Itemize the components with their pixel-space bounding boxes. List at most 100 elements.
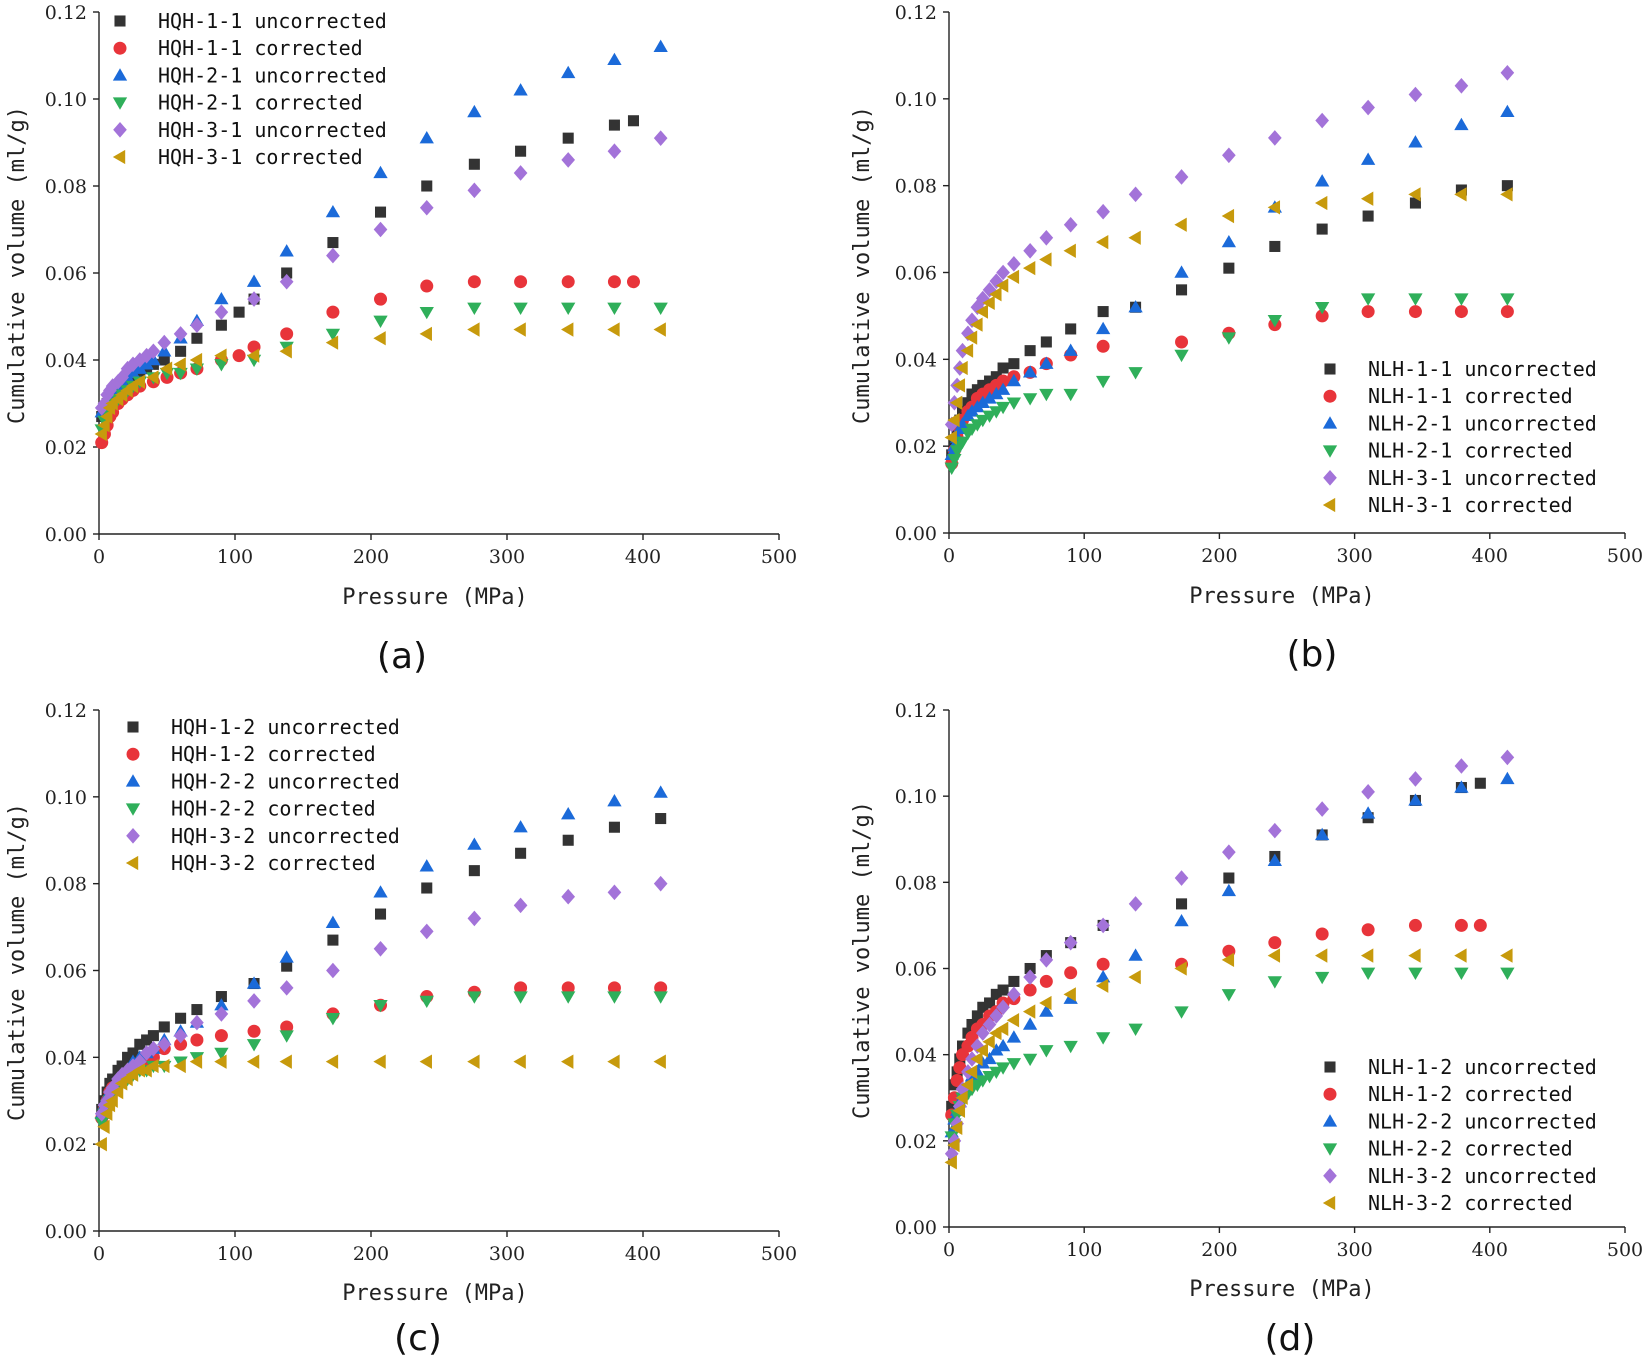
y-tick-label: 0.06 xyxy=(895,263,937,285)
x-tick-label: 0 xyxy=(943,1239,955,1261)
data-point xyxy=(964,330,978,345)
data-point xyxy=(960,343,974,358)
data-point xyxy=(1174,265,1189,278)
data-point xyxy=(1006,1030,1022,1043)
data-point xyxy=(513,820,528,833)
data-point xyxy=(944,1145,959,1162)
series-5 xyxy=(944,187,1513,445)
data-point xyxy=(279,244,294,257)
data-point xyxy=(419,1054,432,1069)
x-tick-label: 200 xyxy=(353,1243,389,1265)
data-point xyxy=(190,317,204,333)
legend-label: HQH-1-1 uncorrected xyxy=(158,9,387,33)
data-point xyxy=(1039,974,1053,988)
data-point xyxy=(1408,305,1422,319)
data-point xyxy=(279,273,294,290)
data-point xyxy=(562,132,574,144)
data-point xyxy=(247,1024,261,1038)
x-tick-label: 0 xyxy=(93,546,105,568)
data-point xyxy=(214,359,229,372)
data-point xyxy=(653,785,668,798)
data-point xyxy=(1315,302,1330,315)
x-tick-label: 400 xyxy=(1472,1239,1508,1261)
panel-b: Cumulative volume (ml/g) Pressure (MPa) … xyxy=(850,2,1643,675)
data-point xyxy=(607,981,621,995)
data-point xyxy=(952,1103,966,1118)
data-point xyxy=(607,302,622,315)
data-point xyxy=(561,275,575,289)
data-point xyxy=(1024,962,1036,975)
legend: HQH-1-1 uncorrected HQH-1-1 corrected HQH-… xyxy=(112,9,387,169)
x-tick-label: 400 xyxy=(625,1243,661,1265)
data-point xyxy=(1267,200,1281,215)
data-point xyxy=(944,1155,957,1170)
data-point xyxy=(157,334,172,351)
data-point xyxy=(562,834,574,846)
data-point xyxy=(561,888,576,905)
data-point xyxy=(1128,1023,1143,1036)
data-point xyxy=(1500,104,1515,118)
data-point xyxy=(175,345,187,357)
data-point xyxy=(989,406,1004,419)
data-point xyxy=(467,837,482,850)
y-tick-label: 0.12 xyxy=(45,700,87,722)
data-point xyxy=(174,1037,188,1051)
data-point xyxy=(158,1021,170,1033)
data-point xyxy=(1500,967,1515,980)
data-point xyxy=(982,1016,997,1033)
data-point xyxy=(947,1137,960,1153)
data-point xyxy=(1267,315,1282,328)
data-point xyxy=(1267,853,1282,866)
data-point xyxy=(419,199,434,216)
data-point xyxy=(173,1027,188,1044)
data-point xyxy=(1063,216,1078,233)
x-tick-label: 500 xyxy=(1607,545,1643,567)
data-point xyxy=(1408,967,1423,980)
data-point xyxy=(325,204,341,218)
data-point xyxy=(1128,300,1143,313)
data-point xyxy=(990,371,1002,383)
data-point xyxy=(513,302,528,315)
data-point xyxy=(982,1034,995,1049)
x-tick-label: 100 xyxy=(1066,1239,1102,1261)
data-point xyxy=(1128,230,1141,245)
data-point xyxy=(1360,293,1376,306)
panel-label: (c) xyxy=(394,1318,442,1359)
data-point xyxy=(419,131,434,144)
data-point xyxy=(214,1047,229,1061)
y-tick-label: 0.02 xyxy=(895,1131,937,1153)
data-point xyxy=(1174,349,1189,363)
data-point xyxy=(607,991,622,1004)
data-point xyxy=(173,1058,186,1074)
y-tick-label: 0.00 xyxy=(45,1221,87,1243)
legend-marker xyxy=(1323,1168,1337,1184)
data-point xyxy=(467,910,482,927)
data-point xyxy=(1128,948,1143,961)
x-tick-label: 300 xyxy=(1336,1239,1372,1261)
data-point xyxy=(1128,367,1143,380)
data-point xyxy=(607,52,622,66)
data-point xyxy=(1408,293,1423,306)
legend-marker xyxy=(1323,1087,1337,1101)
data-point xyxy=(134,1038,146,1050)
data-point xyxy=(420,279,434,293)
data-point xyxy=(513,165,528,181)
data-point xyxy=(147,1030,159,1042)
data-point xyxy=(1008,358,1020,370)
legend-label: NLH-3-1 uncorrected xyxy=(1368,466,1597,490)
data-point xyxy=(1006,397,1022,410)
legend-marker xyxy=(114,15,126,27)
data-point xyxy=(120,360,135,377)
data-point xyxy=(325,1013,341,1026)
data-point xyxy=(373,331,386,346)
data-point xyxy=(279,980,294,996)
data-point xyxy=(1221,332,1237,345)
data-point xyxy=(1006,269,1020,284)
y-tick-label: 0.08 xyxy=(45,176,87,198)
data-point xyxy=(946,1100,958,1112)
data-point xyxy=(116,1060,128,1072)
data-point xyxy=(1315,309,1329,323)
data-point xyxy=(1360,806,1376,819)
data-point xyxy=(1096,917,1110,934)
data-point xyxy=(989,1066,1004,1080)
